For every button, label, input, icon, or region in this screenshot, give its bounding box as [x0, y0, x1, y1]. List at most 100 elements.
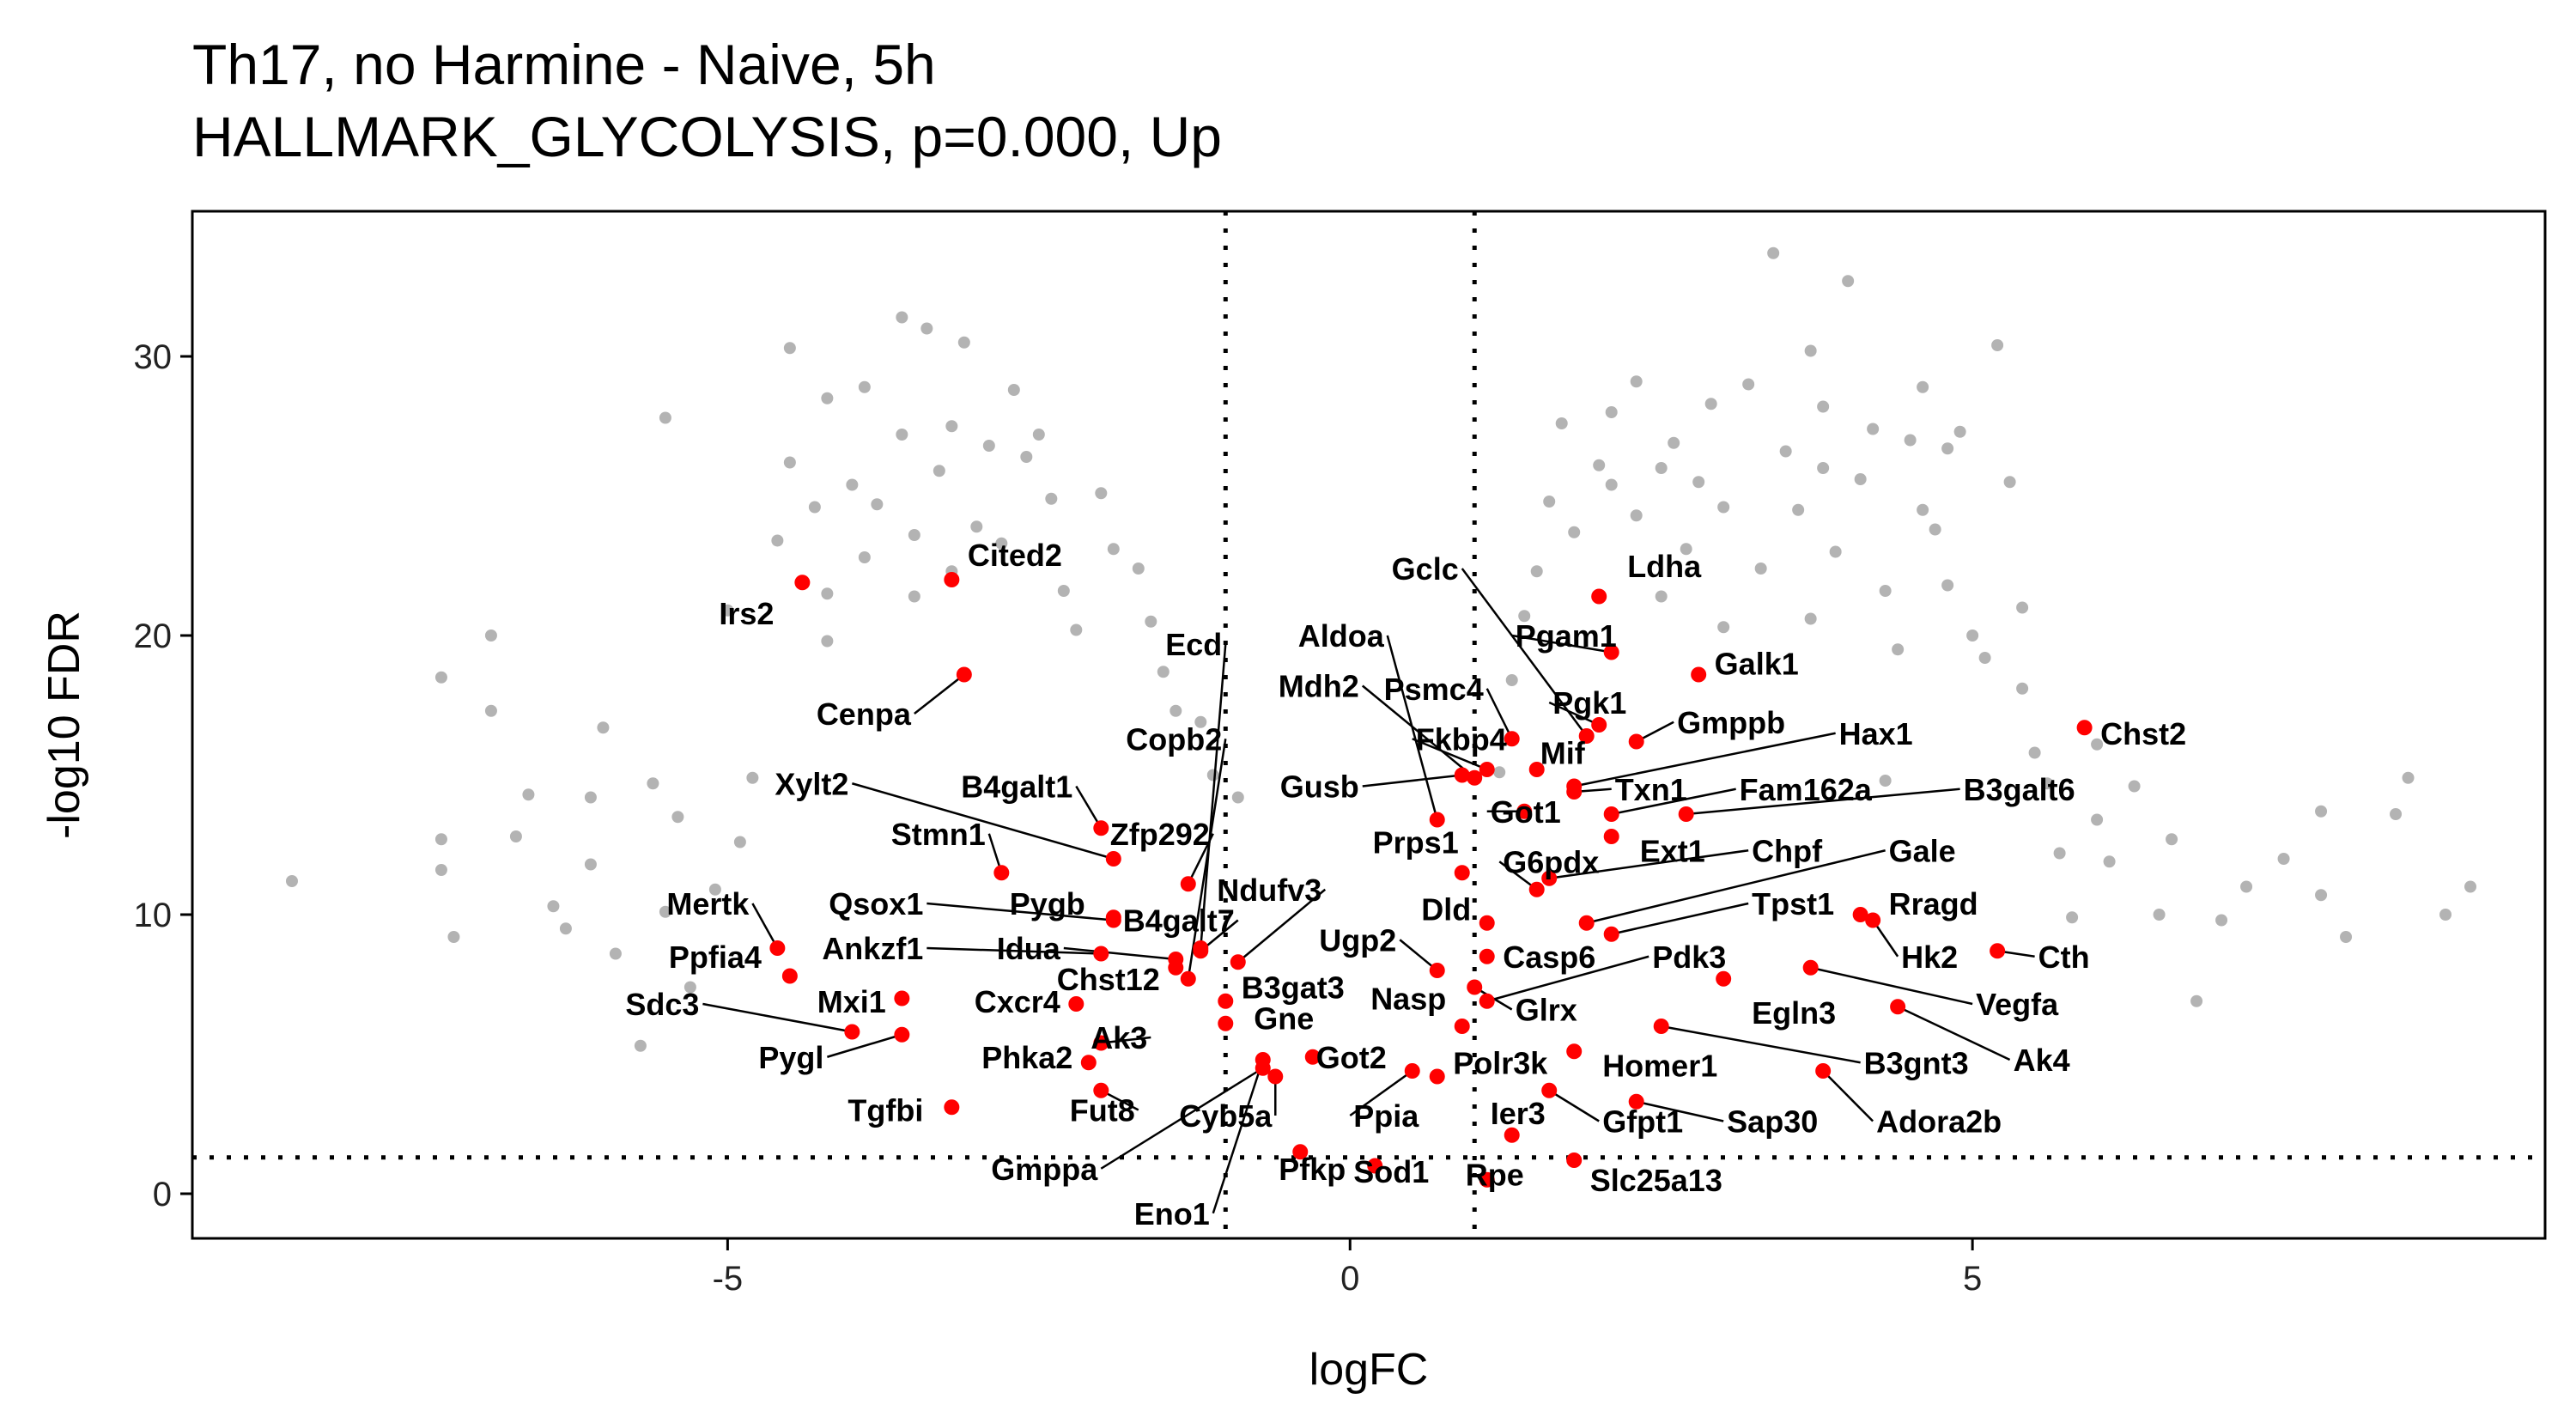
- background-point: [1767, 246, 1780, 259]
- gene-label: Sap30: [1727, 1104, 1818, 1140]
- reference-lines: [192, 211, 2545, 1238]
- highlighted-point: [1454, 865, 1470, 881]
- background-point: [821, 635, 834, 648]
- gene-label: Ppfia4: [669, 940, 762, 975]
- gene-label: Gale: [1889, 833, 1956, 868]
- background-point: [858, 380, 871, 393]
- highlighted-point: [1479, 948, 1495, 964]
- background-point: [1543, 496, 1556, 508]
- highlighted-point: [1230, 954, 1246, 970]
- highlighted-point: [1479, 762, 1495, 777]
- highlighted-point: [1105, 909, 1121, 926]
- gene-label: Got2: [1316, 1040, 1387, 1075]
- gene-label: Gfpt1: [1602, 1104, 1683, 1140]
- background-point: [2016, 682, 2029, 695]
- background-point: [1680, 543, 1692, 556]
- gene-label: Qsox1: [829, 886, 923, 921]
- background-point: [1941, 579, 1954, 592]
- x-tick-label: 5: [1963, 1260, 1982, 1298]
- gene-label: B4galt7: [1123, 903, 1235, 939]
- highlighted-point: [894, 1026, 910, 1043]
- background-point: [908, 590, 920, 603]
- highlighted-point: [1528, 881, 1545, 897]
- highlighted-point: [1578, 915, 1595, 931]
- gene-label: Cth: [2038, 940, 2090, 975]
- background-point: [970, 520, 983, 533]
- background-point: [1032, 429, 1045, 441]
- background-point: [1754, 563, 1767, 575]
- background-point: [2240, 880, 2253, 893]
- label-connector: [1063, 946, 1176, 961]
- highlighted-point: [1429, 1068, 1445, 1085]
- background-point: [933, 465, 945, 477]
- label-connector: [1548, 1089, 1600, 1122]
- highlighted-point: [1566, 784, 1583, 800]
- highlighted-point: [1578, 728, 1595, 744]
- background-point: [2215, 914, 2228, 927]
- background-point: [1717, 621, 1730, 634]
- highlighted-point: [894, 990, 910, 1006]
- background-point: [2041, 777, 2054, 790]
- background-point: [584, 791, 597, 804]
- background-point: [2390, 808, 2403, 820]
- gene-label: Cenpa: [817, 696, 912, 732]
- gene-label: Phka2: [981, 1040, 1072, 1075]
- background-point: [1057, 585, 1070, 597]
- gene-label: B3gnt3: [1864, 1045, 1969, 1080]
- highlighted-point: [1180, 970, 1196, 987]
- label-connector: [1212, 1059, 1264, 1214]
- highlighted-point: [1691, 666, 1707, 683]
- background-point: [1929, 523, 1941, 536]
- gene-label: Fut8: [1070, 1093, 1135, 1128]
- gene-label: Xylt2: [775, 766, 848, 801]
- highlighted-point: [1516, 803, 1533, 819]
- label-connector: [1586, 849, 1886, 924]
- background-point: [683, 981, 696, 994]
- background-point: [434, 833, 447, 846]
- background-point: [1007, 384, 1020, 396]
- background-point: [1194, 715, 1207, 728]
- background-point: [1867, 423, 1880, 435]
- gene-label: Psmc4: [1384, 672, 1484, 707]
- highlighted-point: [1429, 812, 1445, 828]
- gene-label: Ak4: [2014, 1043, 2070, 1078]
- background-point: [808, 501, 821, 514]
- highlighted-point: [1093, 1035, 1109, 1051]
- background-point: [1655, 462, 1668, 474]
- label-connector: [1399, 939, 1438, 971]
- label-connector: [702, 1002, 853, 1033]
- background-point: [2128, 780, 2141, 793]
- label-connector: [827, 1033, 902, 1058]
- gene-label: Txn1: [1615, 772, 1687, 807]
- highlighted-point: [1603, 806, 1619, 822]
- highlighted-point: [1628, 1093, 1644, 1110]
- label-connector: [1573, 732, 1836, 788]
- gene-label: Cited2: [968, 538, 1062, 573]
- label-connector: [1822, 1070, 1874, 1122]
- gene-label: G6pdx: [1503, 844, 1599, 879]
- background-point: [1717, 501, 1730, 514]
- highlighted-point: [769, 940, 786, 956]
- gene-label: Fkbp4: [1416, 721, 1507, 757]
- background-point: [1518, 610, 1531, 623]
- gene-label: Glrx: [1516, 993, 1577, 1028]
- background-point: [1231, 791, 1244, 804]
- background-point: [1842, 275, 1855, 288]
- plot-panel: [191, 210, 2547, 1240]
- highlighted-point: [1467, 979, 1483, 995]
- background-point: [733, 836, 746, 848]
- highlighted-point: [1105, 851, 1121, 867]
- background-point: [1817, 462, 1830, 474]
- background-point: [1991, 339, 2004, 351]
- gene-label: Hax1: [1839, 716, 1913, 751]
- highlighted-point: [794, 575, 811, 591]
- highlighted-point: [1603, 926, 1619, 942]
- gene-label: Aldoa: [1298, 618, 1385, 654]
- background-point: [995, 537, 1008, 550]
- highlighted-point: [1566, 1043, 1583, 1060]
- highlighted-point: [944, 1099, 960, 1116]
- background-point: [447, 931, 460, 943]
- background-point: [1605, 406, 1618, 418]
- background-points: [285, 246, 2477, 1052]
- gene-label: Idua: [997, 931, 1061, 966]
